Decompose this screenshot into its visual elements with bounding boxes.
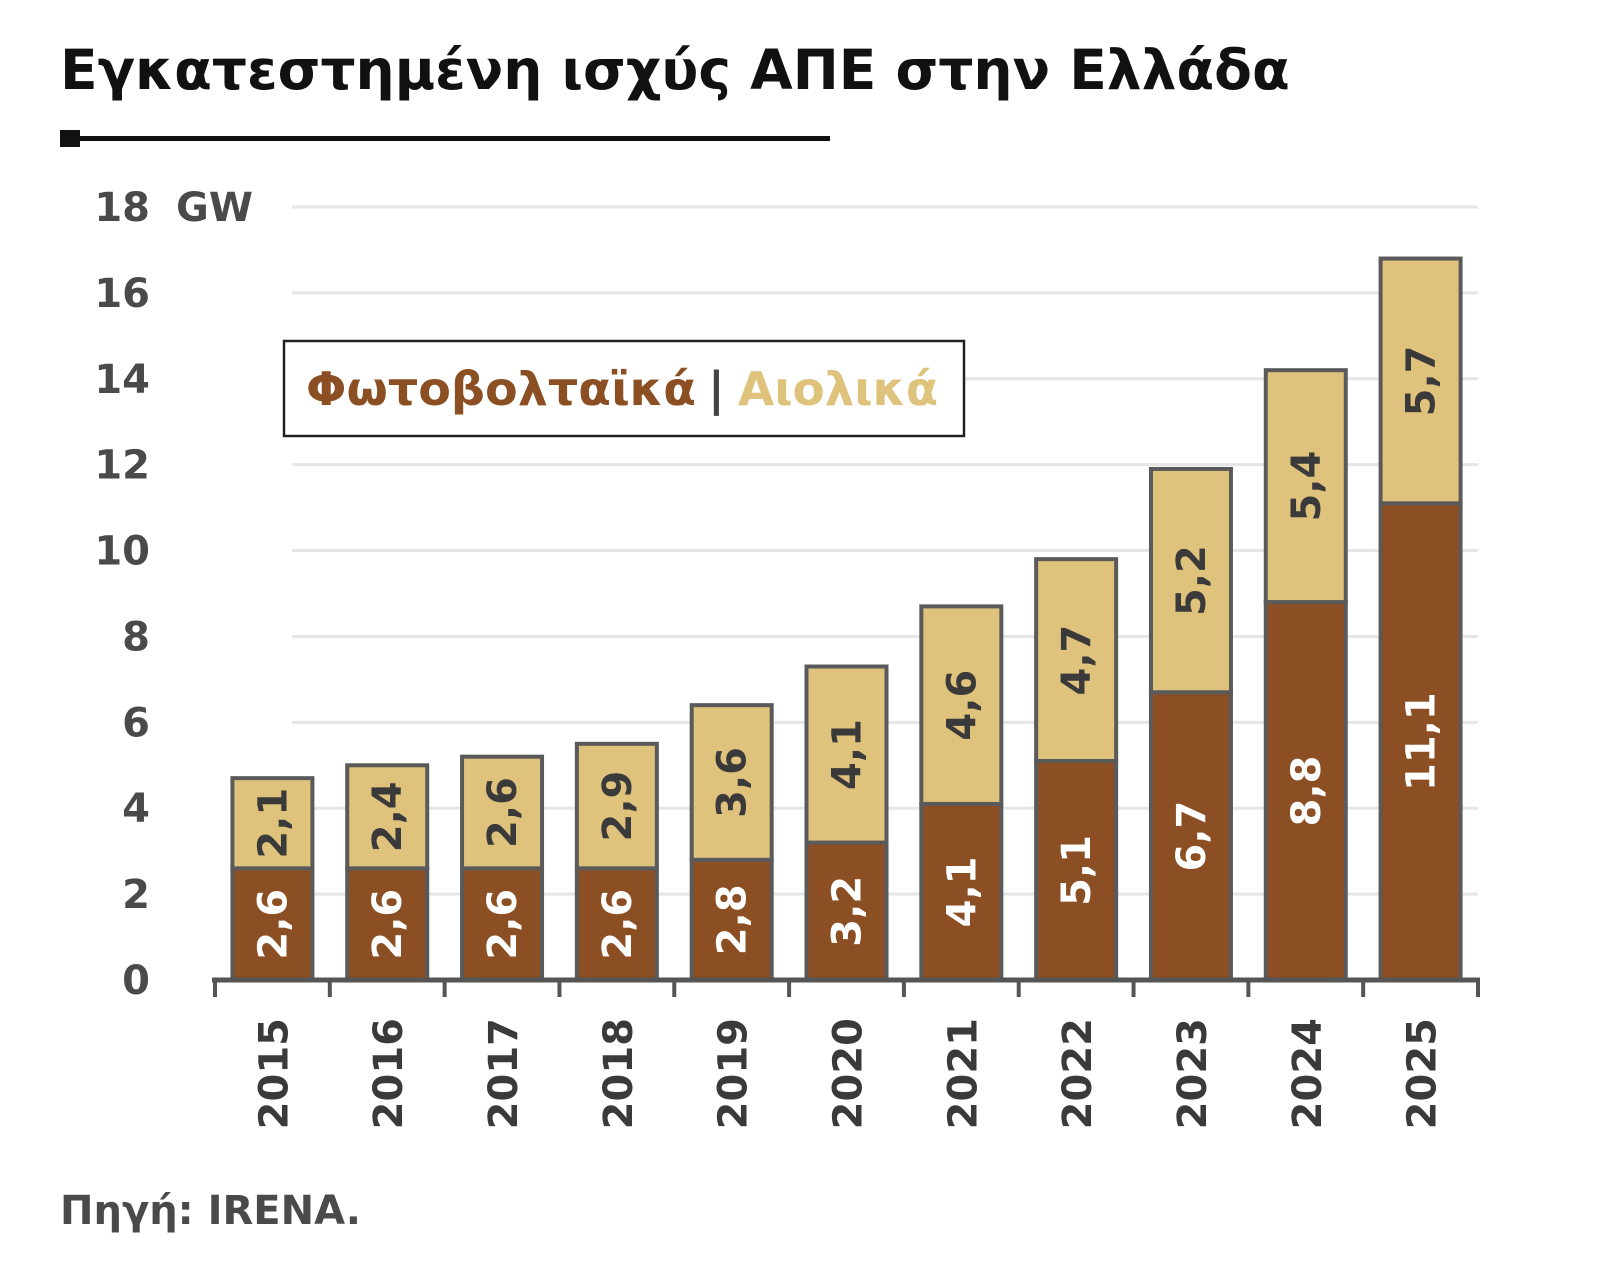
bar-wind — [1034, 557, 1119, 763]
y-tick-label: 6 — [122, 700, 150, 746]
x-tick-label: 2018 — [596, 1018, 642, 1129]
bar-wind — [804, 664, 889, 845]
x-tick-label: 2023 — [1170, 1018, 1216, 1129]
bar-photovoltaics — [345, 866, 430, 982]
data-label-photovoltaics: 4,1 — [939, 857, 985, 928]
y-tick-label: 14 — [94, 357, 150, 403]
data-label-wind: 2,6 — [480, 777, 526, 848]
y-tick-label: 2 — [122, 872, 150, 918]
title-underline — [60, 136, 830, 141]
y-tick-label: 8 — [122, 614, 150, 660]
data-label-wind: 5,7 — [1399, 345, 1445, 416]
y-tick-label: 16 — [94, 271, 150, 317]
data-label-photovoltaics: 2,6 — [480, 889, 526, 960]
bar-wind — [1378, 256, 1463, 506]
x-axis-ticks: 2015 2016 2017 2018 2019 2020 2021 2022 2023 2024… — [251, 1018, 1445, 1129]
legend-separator: | — [708, 362, 725, 417]
x-tick-label: 2020 — [826, 1018, 872, 1129]
data-label-wind: 2,9 — [595, 771, 641, 842]
x-tick-label: 2016 — [366, 1018, 412, 1129]
data-label-wind: 2,1 — [250, 788, 296, 859]
y-axis-unit: GW — [176, 185, 253, 231]
title-underline-cap — [60, 130, 80, 147]
bar-wind — [574, 741, 659, 871]
x-tick-label: 2022 — [1055, 1018, 1101, 1129]
y-tick-label: 0 — [122, 958, 150, 1004]
data-label-photovoltaics: 11,1 — [1399, 692, 1445, 791]
data-label-wind: 5,2 — [1169, 545, 1215, 616]
x-tick-label: 2015 — [251, 1018, 297, 1129]
legend-item-photovoltaics: Φωτοβολταϊκά — [306, 362, 696, 416]
source-note: Πηγή: IRENA. — [60, 1188, 361, 1234]
bar-photovoltaics — [1034, 758, 1119, 982]
data-label-photovoltaics: 2,6 — [250, 889, 296, 960]
x-tick-label: 2019 — [711, 1018, 757, 1129]
bar-wind — [1263, 368, 1348, 605]
data-label-photovoltaics: 3,2 — [825, 876, 871, 947]
data-label-wind: 4,1 — [825, 719, 871, 790]
data-label-wind: 3,6 — [710, 747, 756, 818]
legend: Φωτοβολταϊκά | Αιολικά — [282, 339, 966, 438]
y-tick-label: 4 — [122, 786, 150, 832]
x-tick-label: 2017 — [481, 1018, 527, 1129]
data-label-wind: 4,7 — [1054, 625, 1100, 696]
bar-wind — [689, 703, 774, 862]
bar-wind — [919, 604, 1004, 806]
data-label-photovoltaics: 8,8 — [1284, 756, 1330, 827]
y-axis-ticks: 0 2 4 6 8 10 12 14 16 18 — [94, 185, 150, 1004]
bars: 2,6 2,1 2,6 2,4 2,6 2,6 2,6 2,9 2,8 3,6 3,2 4,1 4,1 4… — [230, 256, 1463, 983]
data-label-wind: 2,4 — [365, 781, 411, 852]
data-label-wind: 4,6 — [939, 670, 985, 741]
bar-wind — [1148, 466, 1233, 695]
y-tick-label: 18 — [94, 185, 150, 231]
page-title: Εγκατεστημένη ισχύς ΑΠΕ στην Ελλάδα — [60, 38, 1290, 102]
bar-wind — [230, 776, 315, 871]
data-label-wind: 5,4 — [1284, 451, 1330, 522]
bar-wind — [460, 754, 545, 871]
data-label-photovoltaics: 5,1 — [1054, 835, 1100, 906]
bar-photovoltaics — [460, 866, 545, 982]
data-label-photovoltaics: 2,6 — [365, 889, 411, 960]
bar-photovoltaics — [574, 866, 659, 982]
bar-photovoltaics — [919, 801, 1004, 983]
data-label-photovoltaics: 6,7 — [1169, 801, 1215, 872]
x-axis — [212, 977, 1480, 997]
data-label-photovoltaics: 2,8 — [710, 884, 756, 955]
legend-box — [282, 339, 966, 438]
bar-photovoltaics — [1148, 690, 1233, 982]
y-tick-label: 10 — [94, 529, 150, 575]
x-tick-label: 2021 — [940, 1018, 986, 1129]
x-tick-label: 2025 — [1400, 1018, 1446, 1129]
legend-item-wind: Αιολικά — [738, 362, 938, 416]
bar-photovoltaics — [1263, 600, 1348, 982]
x-tick-label: 2024 — [1285, 1018, 1331, 1129]
data-label-photovoltaics: 2,6 — [595, 889, 641, 960]
bar-wind — [345, 763, 430, 871]
bar-photovoltaics — [804, 840, 889, 982]
y-tick-label: 12 — [94, 443, 150, 489]
